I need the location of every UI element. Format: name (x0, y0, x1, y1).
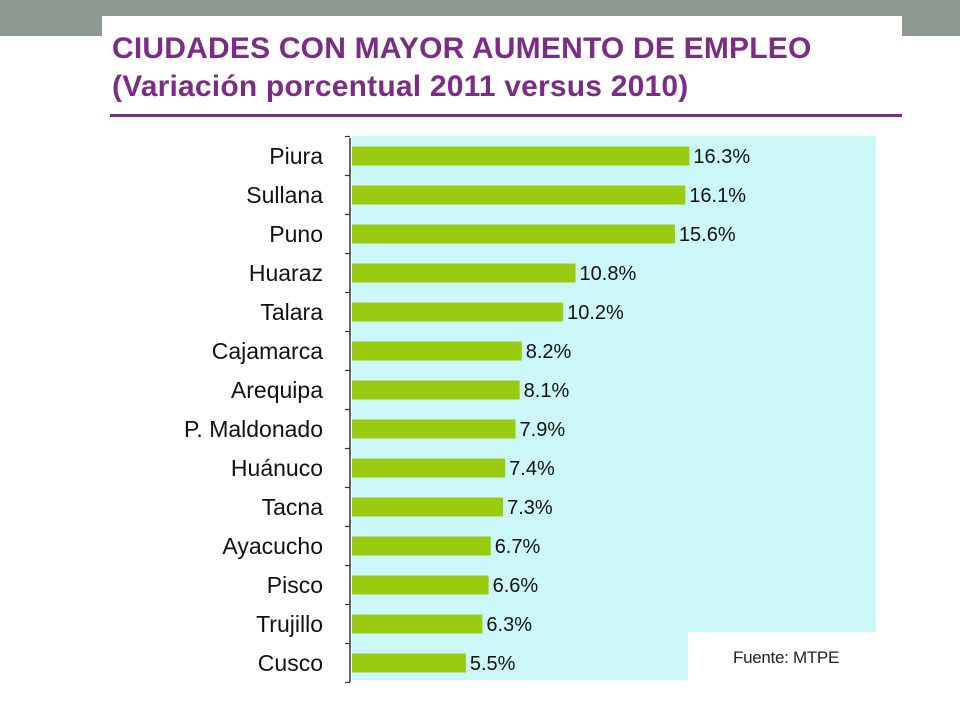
category-label: Sullana (246, 182, 323, 208)
data-label: 6.6% (493, 575, 539, 597)
bar-p-maldonado (352, 419, 516, 439)
data-label: 7.4% (509, 458, 555, 480)
category-label: Ayacucho (222, 533, 323, 559)
category-label: P. Maldonado (184, 416, 323, 442)
category-label: Tacna (262, 494, 324, 520)
data-label: 15.6% (679, 224, 736, 246)
category-label: Arequipa (231, 377, 323, 403)
category-label: Huánuco (231, 455, 323, 481)
category-label: Trujillo (256, 611, 323, 637)
bar-talara (352, 302, 564, 322)
chart-title: CIUDADES CON MAYOR AUMENTO DE EMPLEO (112, 32, 812, 65)
bar-arequipa (352, 380, 520, 400)
bar-cusco (352, 653, 466, 673)
data-label: 5.5% (470, 653, 516, 675)
chart-subtitle: (Variación porcentual 2011 versus 2010) (112, 70, 689, 103)
data-label: 10.8% (580, 263, 637, 285)
data-label: 8.2% (526, 341, 572, 363)
chart-marks: Piura 16.3% Sullana 16.1% Puno 15.6% Huaraz 10.… (184, 135, 750, 684)
category-label: Pisco (267, 572, 323, 598)
bar-sullana (352, 185, 686, 205)
category-label: Cusco (258, 650, 323, 676)
source-note: Fuente: MTPE (733, 648, 839, 667)
data-label: 7.3% (507, 497, 553, 519)
category-label: Huaraz (249, 260, 323, 286)
bar-pisco (352, 575, 489, 595)
category-label: Cajamarca (212, 338, 323, 364)
bar-cajamarca (352, 341, 522, 361)
bar-piura (352, 146, 690, 166)
title-underline (110, 114, 902, 117)
plot-background (352, 136, 876, 680)
data-label: 16.3% (693, 146, 750, 168)
data-label: 7.9% (520, 419, 566, 441)
data-label: 6.3% (486, 614, 532, 636)
data-label: 10.2% (567, 302, 624, 324)
category-label: Puno (269, 221, 323, 247)
source-box (688, 632, 888, 682)
bar-trujillo (352, 614, 483, 634)
bar-tacna (352, 497, 504, 517)
data-label: 8.1% (524, 380, 570, 402)
bar-puno (352, 224, 675, 244)
category-label: Piura (269, 143, 323, 169)
bar-huánuco (352, 458, 506, 478)
data-label: 6.7% (495, 536, 541, 558)
bar-huaraz (352, 263, 576, 283)
bar-ayacucho (352, 536, 491, 556)
category-label: Talara (260, 299, 323, 325)
data-label: 16.1% (689, 185, 746, 207)
